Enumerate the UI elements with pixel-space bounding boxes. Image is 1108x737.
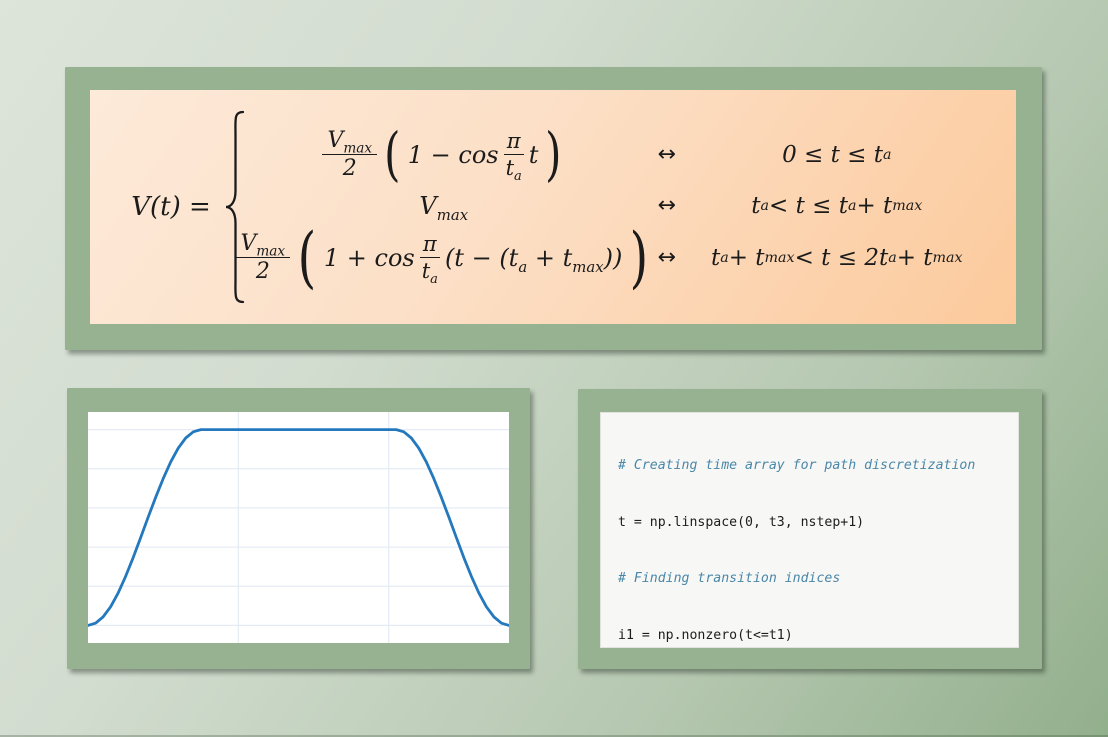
vmax-over-2-fraction: Vmax 2	[235, 231, 291, 285]
expression-text: 1 − cos	[407, 140, 499, 169]
formula-card: V(t) = Vmax 2 ( 1 − cos π	[90, 90, 1016, 324]
fraction-numerator: π	[419, 232, 440, 259]
formula-row-deceleration: Vmax 2 ( 1 + cos π ta (t − (ta + tmax)) …	[235, 218, 648, 296]
close-paren: )	[629, 218, 649, 296]
left-right-arrow-icon: ↔	[657, 245, 676, 271]
formula-panel: V(t) = Vmax 2 ( 1 − cos π	[65, 67, 1042, 350]
formula-row-constant: Vmax	[253, 191, 635, 224]
vmax-over-2-fraction: Vmax 2	[322, 128, 378, 182]
open-paren: (	[297, 218, 317, 296]
left-right-arrow-icon: ↔	[657, 142, 676, 168]
code-line: # Creating time array for path discretiz…	[618, 457, 976, 473]
fraction-numerator: Vmax	[235, 231, 291, 259]
fraction-denominator: 2	[342, 156, 357, 182]
fraction-numerator: Vmax	[322, 128, 378, 156]
fraction-denominator: 2	[255, 259, 270, 285]
code-panel: # Creating time array for path discretiz…	[578, 389, 1042, 669]
close-paren: )	[545, 120, 562, 189]
plot-card	[88, 412, 509, 643]
expression-text: (t − (ta + tmax))	[444, 243, 623, 276]
code-line: i1 = np.nonzero(t<=t1)	[618, 627, 793, 643]
plot-panel	[67, 388, 530, 669]
fraction-denominator: ta	[505, 156, 522, 185]
formula-row-acceleration: Vmax 2 ( 1 − cos π ta t )	[253, 120, 635, 189]
formula-lhs: V(t) =	[131, 192, 211, 222]
fraction-numerator: π	[503, 129, 524, 156]
pi-over-ta-fraction: π ta	[503, 129, 525, 185]
velocity-profile-chart	[88, 412, 509, 643]
fraction-denominator: ta	[421, 259, 438, 288]
curly-brace-icon	[225, 110, 244, 304]
expression-text: t	[528, 140, 539, 169]
left-right-arrow-icon: ↔	[657, 193, 676, 219]
pi-over-ta-fraction: π ta	[419, 232, 441, 288]
code-card: # Creating time array for path discretiz…	[600, 412, 1019, 648]
code-line: t = np.linspace(0, t3, nstep+1)	[618, 514, 865, 530]
piecewise-velocity-formula: V(t) = Vmax 2 ( 1 − cos π	[131, 109, 975, 305]
open-paren: (	[384, 120, 401, 189]
expression-text: Vmax	[419, 191, 469, 224]
expression-text: 1 + cos	[323, 243, 415, 272]
code-line: # Finding transition indices	[618, 571, 841, 587]
